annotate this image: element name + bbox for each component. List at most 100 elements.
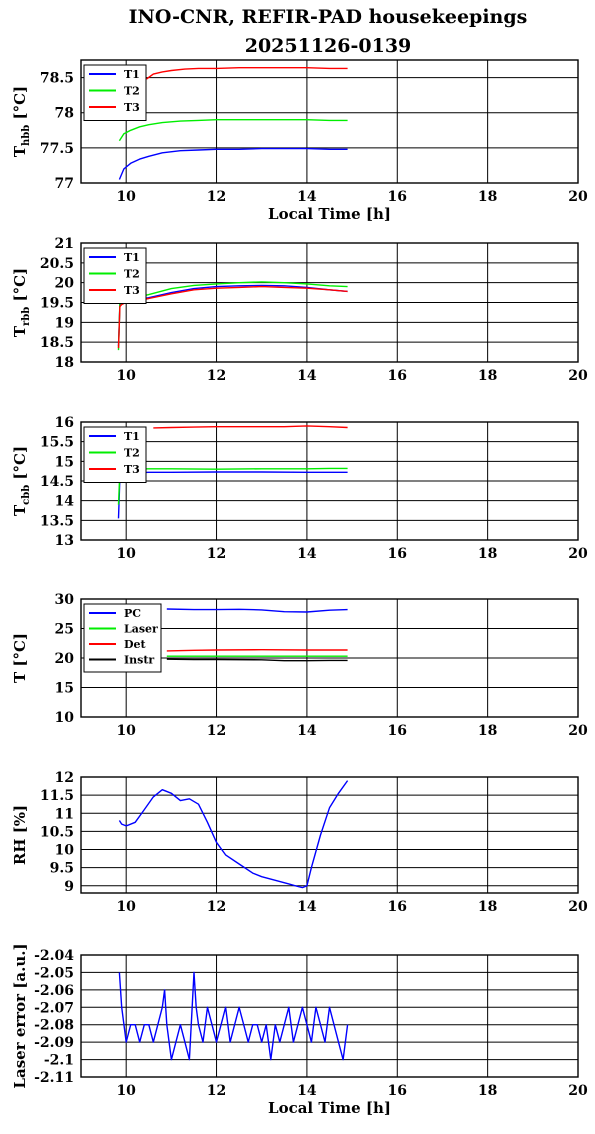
figure-title-line1: INO-CNR, REFIR-PAD housekeepings <box>129 6 528 28</box>
series-line-t1 <box>117 471 348 519</box>
x-tick-label: 20 <box>568 723 588 739</box>
y-tick-label: 10.5 <box>40 824 74 840</box>
legend: T1 T2 T3 <box>83 64 147 121</box>
series-line-t3 <box>117 285 348 349</box>
legend-entry: T3 <box>124 101 140 114</box>
y-tick-label: 18.5 <box>40 335 74 351</box>
legend: T1 T2 T3 <box>83 426 147 483</box>
x-tick-label: 18 <box>478 189 497 205</box>
series-line-det <box>166 649 348 652</box>
y-tick-label: 78.5 <box>40 71 74 87</box>
x-tick-label: 16 <box>388 1083 407 1099</box>
plot-frame <box>80 421 579 541</box>
y-axis-label: Tcbb [°C] <box>11 446 32 516</box>
x-tick-label: 16 <box>388 189 407 205</box>
plot-frame <box>80 59 579 184</box>
y-tick-label: -2.09 <box>34 1035 74 1051</box>
legend-entry: Instr <box>124 654 154 667</box>
x-tick-label: 18 <box>478 546 497 562</box>
x-tick-label: 14 <box>297 546 317 562</box>
y-tick-label: 9.5 <box>50 861 74 877</box>
y-tick-label: 20 <box>55 276 75 292</box>
legend: PC Laser Det Instr <box>83 603 162 673</box>
y-tick-label: 78 <box>55 106 74 122</box>
x-tick-label: 20 <box>568 1083 588 1099</box>
x-tick-label: 18 <box>478 723 497 739</box>
x-tick-label: 10 <box>116 189 136 205</box>
x-tick-label: 20 <box>568 368 588 384</box>
x-tick-label: 12 <box>207 899 226 915</box>
y-tick-label: 13 <box>55 533 74 549</box>
chart-panels: 77 77.5 78 78.5 10 12 14 16 18 20 Local Time [h] Th… <box>11 59 588 1117</box>
x-axis-label: Local Time [h] <box>268 205 391 223</box>
x-tick-label: 12 <box>207 723 226 739</box>
figure-title-line2: 20251126-0139 <box>245 35 412 57</box>
plot-frame <box>80 598 579 718</box>
x-tick-label: 10 <box>116 546 136 562</box>
x-tick-label: 12 <box>207 546 226 562</box>
y-tick-label: -2.11 <box>34 1070 74 1086</box>
y-tick-label: 11 <box>55 806 74 822</box>
y-tick-label: 20.5 <box>40 256 74 272</box>
y-axis-label: Trbb [°C] <box>11 268 32 337</box>
y-tick-label: -2.08 <box>34 1018 74 1034</box>
series-line-t1 <box>118 147 348 180</box>
x-tick-label: 14 <box>297 189 317 205</box>
y-axis-label: Thbb [°C] <box>11 86 32 157</box>
x-tick-label: 10 <box>116 368 136 384</box>
plot-frame <box>80 242 579 363</box>
legend-entry: Laser <box>124 623 158 636</box>
y-tick-label: 77 <box>55 176 74 192</box>
y-axis-label: Laser error [a.u.] <box>11 943 29 1088</box>
x-axis-label: Local Time [h] <box>268 1099 391 1117</box>
x-tick-label: 16 <box>388 723 407 739</box>
x-tick-label: 16 <box>388 899 407 915</box>
y-tick-label: 10 <box>55 843 75 859</box>
legend-entry: T2 <box>124 85 140 98</box>
y-tick-label: 9 <box>64 879 74 895</box>
series-line-t2 <box>117 467 348 505</box>
y-tick-label: 10 <box>55 710 75 726</box>
series-line-data <box>118 971 349 1061</box>
x-tick-label: 14 <box>297 723 317 739</box>
chart-panel-5: 9 9.5 10 10.5 11 11.5 12 10 12 14 16 18 20 RH [%] <box>11 770 588 915</box>
x-tick-label: 20 <box>568 546 588 562</box>
y-tick-label: 30 <box>55 592 75 608</box>
x-tick-label: 14 <box>297 899 317 915</box>
legend-entry: PC <box>124 607 141 620</box>
x-tick-label: 16 <box>388 368 407 384</box>
x-tick-label: 20 <box>568 899 588 915</box>
x-tick-label: 20 <box>568 189 588 205</box>
x-tick-label: 18 <box>478 1083 497 1099</box>
y-tick-label: 21 <box>55 236 74 252</box>
y-tick-label: 19 <box>55 315 74 331</box>
chart-panel-1: 77 77.5 78 78.5 10 12 14 16 18 20 Local Time [h] Th… <box>11 59 588 223</box>
y-tick-label: 15 <box>55 681 74 697</box>
x-tick-label: 12 <box>207 368 226 384</box>
y-tick-label: 13.5 <box>40 513 74 529</box>
x-tick-label: 18 <box>478 368 497 384</box>
series-line-t2 <box>118 118 348 142</box>
y-tick-label: 77.5 <box>40 141 74 157</box>
series-line-t3 <box>153 425 348 429</box>
legend-box <box>83 603 162 673</box>
x-tick-label: 10 <box>116 1083 136 1099</box>
series-line-instr <box>166 658 348 662</box>
y-tick-label: -2.06 <box>34 983 74 999</box>
y-tick-label: 15 <box>55 454 74 470</box>
y-tick-label: 11.5 <box>40 788 74 804</box>
legend-entry: T3 <box>124 284 140 297</box>
series-line-data <box>118 780 349 889</box>
y-tick-label: 16 <box>55 415 74 431</box>
legend-entry: T1 <box>124 430 140 443</box>
chart-panel-6: -2.11-2.1 -2.09-2.08 -2.07-2.06 -2.05-2.04 1… <box>11 943 588 1117</box>
y-axis-label: RH [%] <box>11 805 29 865</box>
y-tick-label: 20 <box>55 651 75 667</box>
chart-panel-4: 10 15 20 25 30 10 12 14 16 18 20 T [°C] PC Laser Det In… <box>11 592 588 739</box>
y-tick-label: 14 <box>55 494 75 510</box>
x-tick-label: 12 <box>207 1083 226 1099</box>
y-tick-label: -2.1 <box>44 1053 74 1069</box>
x-tick-label: 12 <box>207 189 226 205</box>
chart-panel-3: 13 13.5 14 14.5 15 15.5 16 10 12 14 16 18 20 Tcbb [°C… <box>11 415 588 562</box>
x-tick-label: 14 <box>297 368 317 384</box>
